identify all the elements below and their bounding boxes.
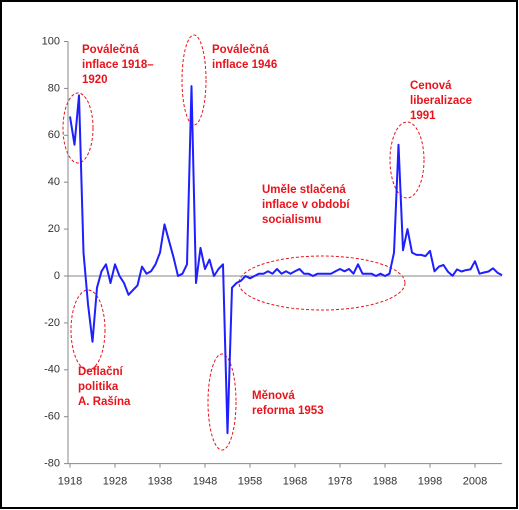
y-tick-label: 40	[48, 176, 60, 188]
y-tick-label: 80	[48, 82, 60, 94]
ellipse	[389, 121, 425, 199]
annotation: Poválečná	[212, 44, 269, 56]
y-tick-label: 0	[54, 270, 60, 282]
highlights	[62, 34, 425, 451]
x-tick-label: 1928	[103, 476, 127, 488]
annotation: socialismu	[262, 214, 321, 226]
ellipse	[70, 289, 106, 371]
annotation: inflace 1918–	[82, 59, 154, 71]
ellipse	[238, 255, 406, 311]
y-tick-label: -80	[44, 458, 60, 470]
annotation: inflace 1946	[212, 59, 277, 71]
x-tick-label: 1978	[328, 476, 352, 488]
annotation: A. Rašína	[78, 396, 131, 408]
x-tick-label: 1918	[58, 476, 82, 488]
line	[69, 85, 503, 435]
annotation: politika	[78, 381, 119, 393]
x-tick-label: 1968	[283, 476, 307, 488]
ellipse	[62, 92, 94, 164]
y-tick-label: 100	[42, 35, 60, 47]
ellipse	[207, 353, 237, 451]
x-tick-label: 2008	[463, 476, 487, 488]
y-tick-label: -20	[44, 317, 60, 329]
x-tick-label: 1988	[373, 476, 397, 488]
x-tick-label: 1958	[238, 476, 262, 488]
annotation: Poválečná	[82, 44, 139, 56]
annotation: Uměle stlačená	[262, 184, 346, 196]
x-tick-label: 1938	[148, 476, 172, 488]
annotation: Deflační	[78, 366, 124, 378]
x-tick-label: 1998	[418, 476, 442, 488]
y-tick-label: 60	[48, 129, 60, 141]
y-tick-label: -60	[44, 411, 60, 423]
annotation: inflace v období	[262, 199, 350, 211]
annotation: 1920	[82, 74, 108, 86]
annotation: liberalizace	[410, 95, 472, 107]
annotation: reforma 1953	[252, 405, 324, 417]
x-tick-label: 1948	[193, 476, 217, 488]
y-tick-label: 20	[48, 223, 60, 235]
annotation: 1991	[410, 110, 436, 122]
ellipse	[181, 34, 207, 126]
y-tick-label: -40	[44, 364, 60, 376]
annotation: Měnová	[252, 390, 295, 402]
annotation: Cenová	[410, 80, 452, 92]
